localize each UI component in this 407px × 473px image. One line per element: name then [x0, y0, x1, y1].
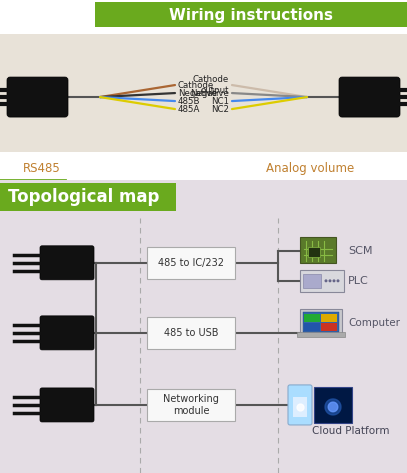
- Text: Computer: Computer: [348, 318, 400, 328]
- Text: RS485: RS485: [23, 162, 61, 175]
- Text: Cathode: Cathode: [178, 80, 214, 89]
- Circle shape: [337, 280, 339, 282]
- FancyBboxPatch shape: [321, 314, 337, 322]
- Text: 485A: 485A: [178, 105, 200, 114]
- FancyBboxPatch shape: [0, 180, 407, 473]
- Text: Topological map: Topological map: [8, 188, 160, 206]
- Text: Negative: Negative: [190, 88, 229, 97]
- Text: NC2: NC2: [211, 105, 229, 114]
- FancyBboxPatch shape: [95, 2, 407, 27]
- Text: Wiring instructions: Wiring instructions: [169, 8, 333, 23]
- FancyBboxPatch shape: [0, 183, 176, 211]
- FancyBboxPatch shape: [300, 309, 342, 335]
- Circle shape: [333, 280, 335, 282]
- Polygon shape: [325, 399, 341, 415]
- FancyBboxPatch shape: [321, 323, 337, 331]
- Text: Cathode
output: Cathode output: [193, 75, 229, 95]
- Polygon shape: [328, 402, 338, 412]
- FancyBboxPatch shape: [308, 247, 320, 257]
- FancyBboxPatch shape: [304, 323, 320, 331]
- FancyBboxPatch shape: [147, 317, 235, 349]
- Circle shape: [328, 280, 331, 282]
- FancyBboxPatch shape: [7, 77, 68, 117]
- FancyBboxPatch shape: [297, 332, 345, 337]
- FancyBboxPatch shape: [300, 237, 336, 263]
- FancyBboxPatch shape: [300, 270, 344, 292]
- FancyBboxPatch shape: [314, 387, 352, 423]
- FancyBboxPatch shape: [147, 389, 235, 421]
- FancyBboxPatch shape: [303, 312, 339, 332]
- Text: Cloud Platform: Cloud Platform: [312, 426, 389, 436]
- Text: Analog volume: Analog volume: [266, 162, 354, 175]
- Circle shape: [324, 280, 328, 282]
- Text: Negative: Negative: [178, 88, 217, 97]
- FancyBboxPatch shape: [40, 388, 94, 422]
- FancyBboxPatch shape: [304, 314, 320, 322]
- FancyBboxPatch shape: [293, 397, 307, 417]
- Text: NC1: NC1: [211, 96, 229, 105]
- Text: PLC: PLC: [348, 276, 369, 286]
- Text: 485B: 485B: [178, 96, 201, 105]
- Text: 485 to IC/232: 485 to IC/232: [158, 258, 224, 268]
- FancyBboxPatch shape: [40, 246, 94, 280]
- Text: SCM: SCM: [348, 246, 372, 256]
- Text: Networking
module: Networking module: [163, 394, 219, 416]
- FancyBboxPatch shape: [303, 274, 321, 288]
- Text: 485 to USB: 485 to USB: [164, 328, 218, 338]
- FancyBboxPatch shape: [40, 316, 94, 350]
- FancyBboxPatch shape: [339, 77, 400, 117]
- FancyBboxPatch shape: [147, 247, 235, 279]
- FancyBboxPatch shape: [288, 385, 312, 425]
- FancyBboxPatch shape: [0, 34, 407, 152]
